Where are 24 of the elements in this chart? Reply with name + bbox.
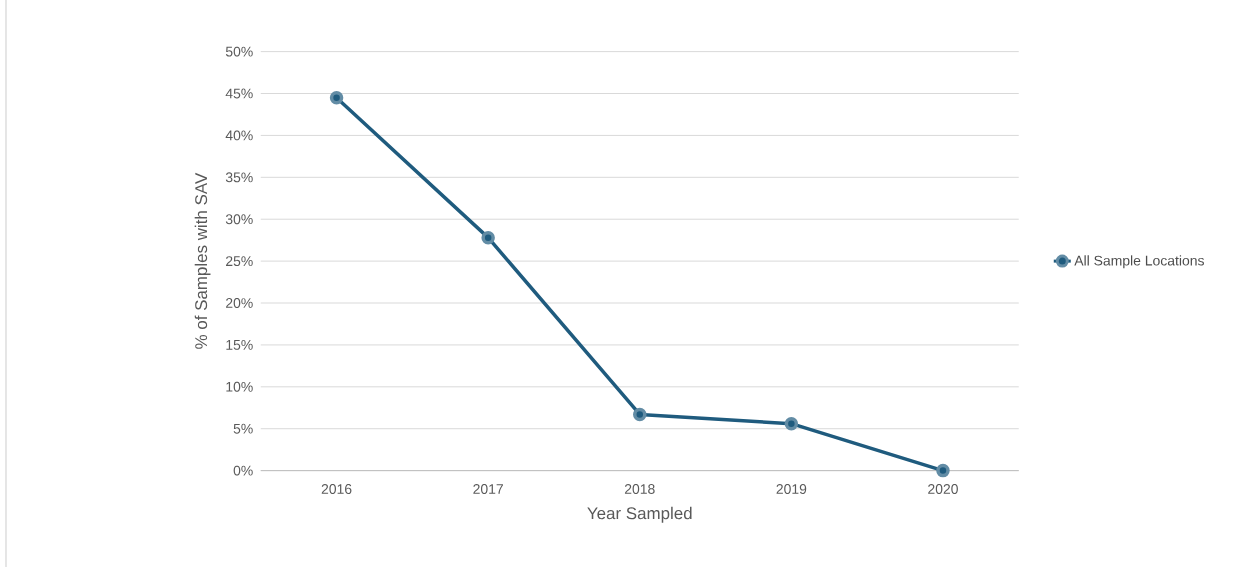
- x-tick-label: 2018: [624, 484, 655, 495]
- y-tick-label: 10%: [226, 381, 253, 392]
- y-tick-label: 50%: [225, 46, 253, 57]
- y-tick-label: 25%: [226, 256, 253, 267]
- point: [481, 230, 495, 245]
- point: [784, 416, 799, 431]
- y-tick-label: 45%: [225, 88, 253, 99]
- y-tick-label: 20%: [226, 298, 253, 308]
- y-tick-label: 35%: [225, 172, 253, 183]
- y-tick-label: 0%: [233, 465, 253, 476]
- x-tick-label: 2016: [321, 484, 352, 495]
- y-tick-label: 40%: [225, 130, 253, 141]
- x-tick-label: 2017: [473, 484, 503, 495]
- x-axis-title: Year Sampled: [587, 506, 692, 523]
- point: [633, 407, 647, 422]
- x-tick-label: 2020: [928, 484, 958, 495]
- point: [329, 90, 344, 105]
- legend-label: All Sample Locations: [1074, 255, 1204, 269]
- y-tick-label: 5%: [233, 423, 253, 434]
- y-tick-label: 15%: [226, 340, 253, 350]
- x-tick-label: 2019: [776, 484, 807, 495]
- point: [936, 463, 950, 478]
- y-tick-label: 30%: [225, 214, 253, 225]
- y-axis-title: % of Samples with SAV: [194, 172, 211, 349]
